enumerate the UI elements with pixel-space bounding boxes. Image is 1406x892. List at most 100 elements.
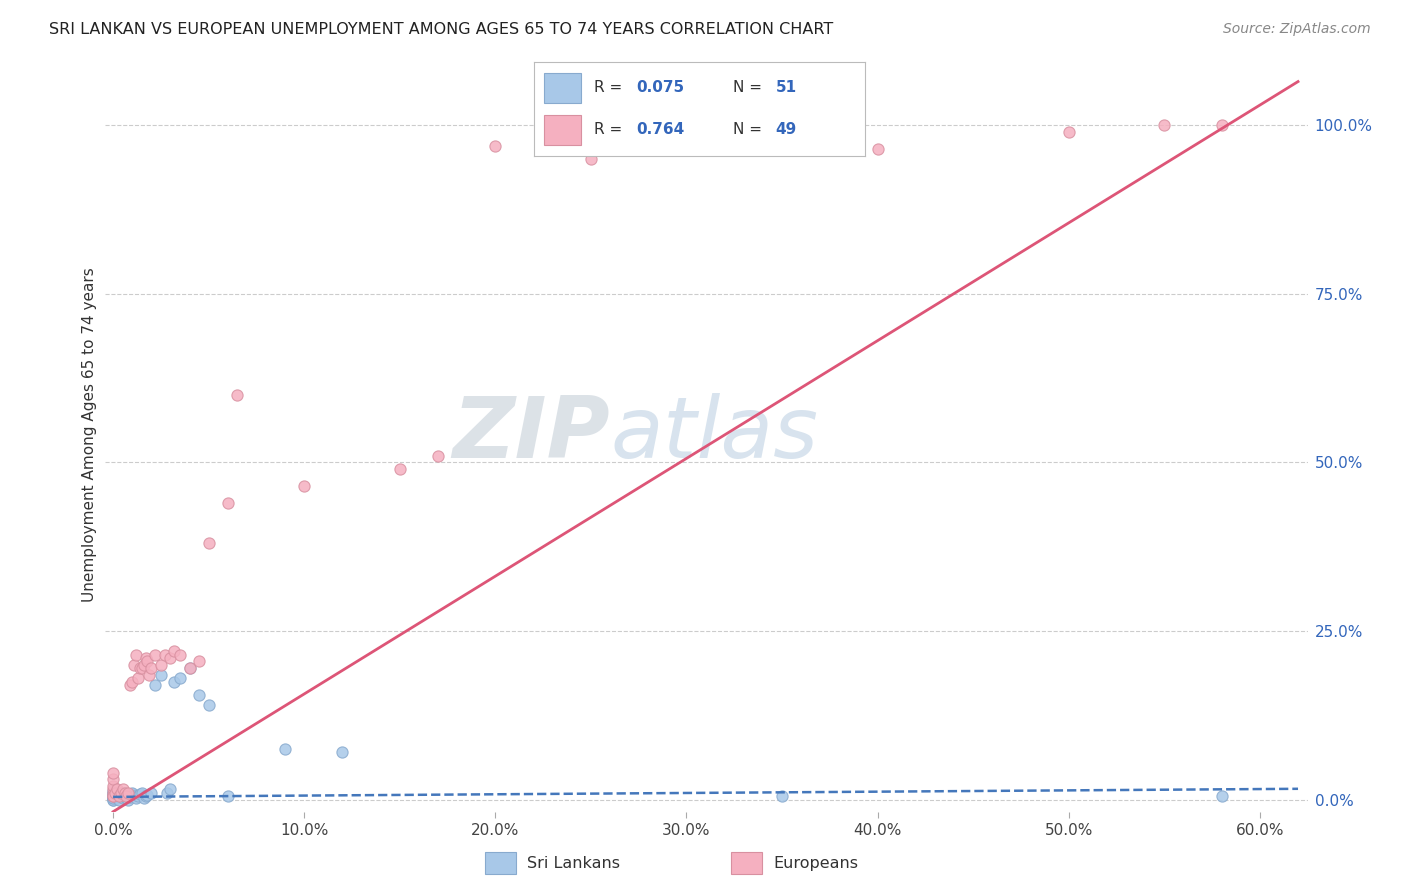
Point — [117, 789, 139, 803]
Point — [159, 782, 181, 797]
Point — [101, 789, 124, 804]
Point — [125, 790, 148, 805]
Point — [226, 388, 249, 402]
Point — [153, 648, 176, 662]
Point — [101, 791, 124, 805]
Point — [101, 784, 124, 798]
Point — [135, 651, 157, 665]
Point — [127, 671, 149, 685]
Point — [675, 125, 697, 139]
Point — [101, 765, 124, 780]
Text: 0.075: 0.075 — [637, 80, 685, 95]
Text: SRI LANKAN VS EUROPEAN UNEMPLOYMENT AMONG AGES 65 TO 74 YEARS CORRELATION CHART: SRI LANKAN VS EUROPEAN UNEMPLOYMENT AMON… — [49, 22, 834, 37]
Point — [101, 792, 124, 806]
Point — [101, 786, 124, 800]
Point — [128, 661, 150, 675]
Point — [114, 789, 136, 804]
Point — [770, 789, 793, 804]
Point — [101, 772, 124, 787]
Point — [121, 674, 143, 689]
Bar — [544, 73, 581, 103]
Text: 0.764: 0.764 — [637, 122, 685, 137]
Point — [149, 657, 172, 672]
Point — [110, 786, 132, 800]
Point — [101, 792, 124, 806]
Point — [163, 674, 186, 689]
Point — [101, 779, 124, 793]
Point — [115, 791, 138, 805]
Point — [127, 789, 149, 803]
Point — [388, 462, 411, 476]
Point — [128, 787, 150, 801]
Point — [136, 788, 159, 802]
Point — [111, 790, 134, 805]
Point — [188, 688, 211, 702]
Point — [484, 138, 506, 153]
Point — [110, 786, 132, 800]
Text: Source: ZipAtlas.com: Source: ZipAtlas.com — [1223, 22, 1371, 37]
Point — [197, 536, 219, 550]
Point — [217, 789, 239, 804]
Y-axis label: Unemployment Among Ages 65 to 74 years: Unemployment Among Ages 65 to 74 years — [82, 268, 97, 602]
Point — [117, 792, 139, 806]
Point — [101, 789, 124, 803]
Point — [122, 789, 145, 804]
Point — [143, 678, 166, 692]
Point — [125, 648, 148, 662]
Point — [101, 791, 124, 805]
Point — [115, 789, 138, 804]
Point — [121, 787, 143, 801]
Point — [155, 786, 177, 800]
Point — [131, 786, 153, 800]
Point — [179, 661, 201, 675]
Point — [111, 782, 134, 797]
Point — [770, 135, 793, 149]
Point — [136, 654, 159, 668]
Text: Europeans: Europeans — [773, 855, 858, 871]
Point — [105, 789, 128, 803]
Point — [188, 654, 211, 668]
Point — [169, 648, 191, 662]
Point — [143, 648, 166, 662]
Point — [169, 671, 191, 685]
Point — [217, 496, 239, 510]
Text: ZIP: ZIP — [453, 393, 610, 476]
Point — [105, 782, 128, 797]
Point — [1211, 789, 1233, 804]
Point — [108, 789, 131, 804]
Point — [117, 786, 139, 800]
Point — [141, 661, 163, 675]
Text: R =: R = — [593, 80, 627, 95]
Text: atlas: atlas — [610, 393, 818, 476]
Point — [114, 786, 136, 800]
Point — [101, 789, 124, 804]
Point — [110, 789, 132, 804]
Text: Sri Lankans: Sri Lankans — [527, 855, 620, 871]
Point — [101, 787, 124, 801]
Text: N =: N = — [733, 122, 766, 137]
Point — [121, 786, 143, 800]
Point — [104, 786, 127, 800]
Point — [132, 790, 155, 805]
Point — [274, 742, 297, 756]
Point — [108, 787, 131, 801]
Point — [101, 789, 124, 804]
Point — [292, 479, 315, 493]
Point — [108, 792, 131, 806]
Point — [131, 661, 153, 675]
Point — [104, 787, 127, 801]
Point — [197, 698, 219, 713]
Text: N =: N = — [733, 80, 766, 95]
Point — [101, 782, 124, 797]
Point — [159, 651, 181, 665]
Point — [105, 790, 128, 805]
Point — [101, 786, 124, 800]
Point — [332, 745, 354, 759]
Point — [132, 657, 155, 672]
Point — [122, 657, 145, 672]
Point — [101, 789, 124, 804]
Point — [111, 786, 134, 800]
Point — [1211, 119, 1233, 133]
Point — [120, 678, 142, 692]
Point — [135, 789, 157, 804]
